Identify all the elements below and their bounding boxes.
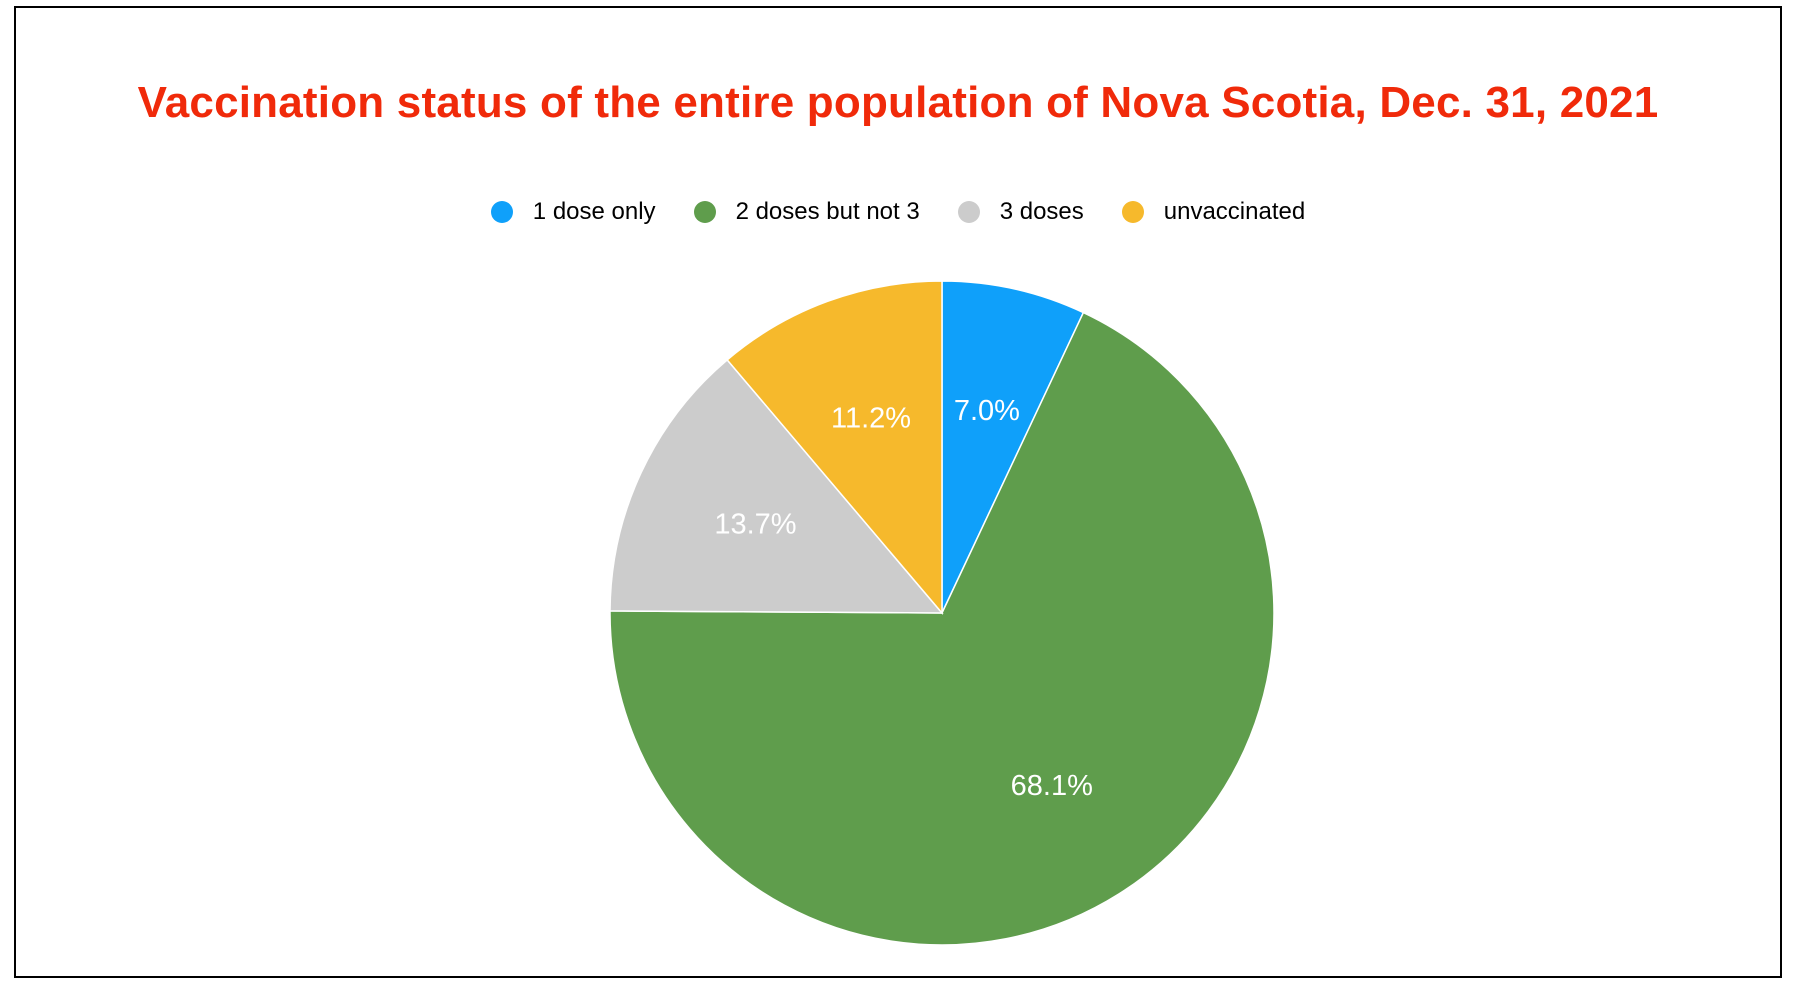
chart-legend: 1 dose only 2 doses but not 3 3 doses un… <box>16 198 1780 226</box>
pie-slice-2-doses-but-not-3 <box>609 311 1275 946</box>
legend-item-2-doses-but-not-3: 2 doses but not 3 <box>693 198 920 226</box>
legend-swatch-1-dose-only <box>490 201 513 223</box>
pie-chart: 7.0% 68.1% 13.7% 11.2% <box>609 280 1275 946</box>
pie-label-3-doses: 13.7% <box>714 509 796 541</box>
legend-swatch-3-doses <box>957 201 980 223</box>
pie-label-1-dose-only: 7.0% <box>954 395 1020 427</box>
legend-swatch-unvaccinated <box>1121 201 1144 223</box>
chart-frame: Vaccination status of the entire populat… <box>14 6 1782 978</box>
legend-item-3-doses: 3 doses <box>957 198 1084 226</box>
legend-item-1-dose-only: 1 dose only <box>490 198 656 226</box>
pie-slice-unvaccinated <box>726 280 943 616</box>
legend-swatch-2-doses-but-not-3 <box>693 201 716 223</box>
chart-title: Vaccination status of the entire populat… <box>137 78 1659 127</box>
legend-label-1-dose-only: 1 dose only <box>532 198 656 225</box>
pie-label-unvaccinated: 11.2% <box>831 402 911 434</box>
legend-label-unvaccinated: unvaccinated <box>1163 198 1306 225</box>
pie-slice-1-dose-only <box>941 280 1085 614</box>
pie-slice-3-doses <box>609 358 944 614</box>
legend-label-3-doses: 3 doses <box>999 198 1084 225</box>
pie-label-2-doses-but-not-3: 68.1% <box>1011 770 1093 802</box>
pie-slices <box>609 280 1275 946</box>
legend-label-2-doses-but-not-3: 2 doses but not 3 <box>735 198 920 225</box>
pie-labels: 7.0% 68.1% 13.7% 11.2% <box>714 395 1093 802</box>
legend-item-unvaccinated: unvaccinated <box>1121 198 1306 226</box>
